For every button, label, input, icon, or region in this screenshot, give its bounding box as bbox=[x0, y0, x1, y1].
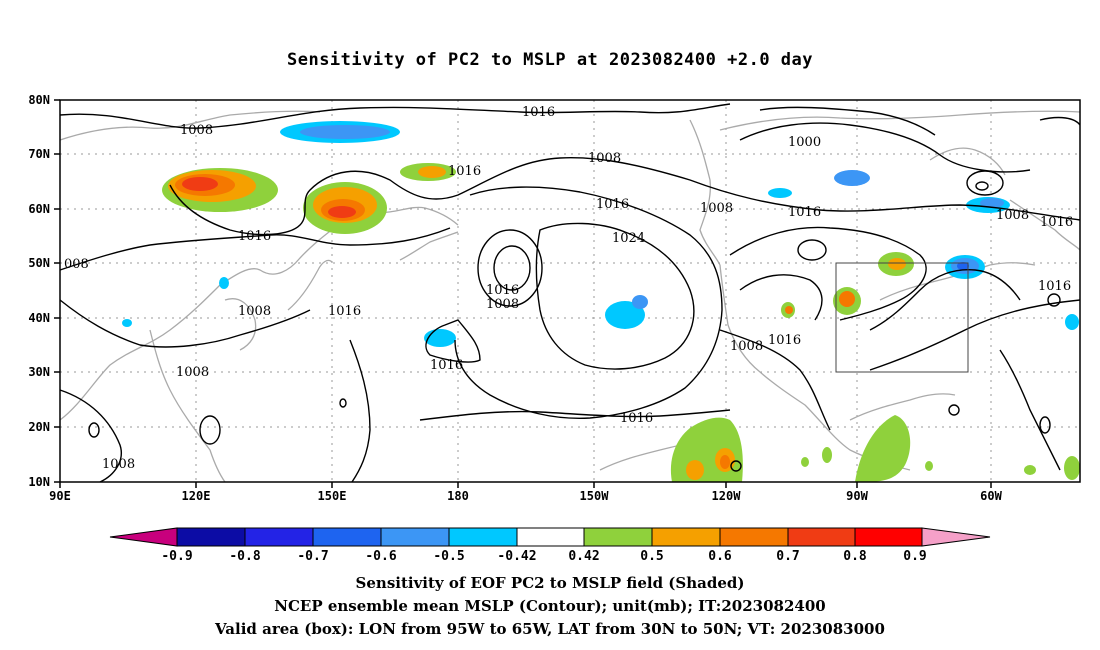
contour-label: 1008 bbox=[700, 201, 733, 216]
contour-label: 1008 bbox=[180, 123, 213, 138]
contour-label: 1016 bbox=[430, 358, 463, 373]
axis-ticks bbox=[54, 99, 992, 488]
colorbar-segment bbox=[651, 527, 721, 547]
lat-label: 80N bbox=[28, 93, 50, 107]
contour-label: 1000 bbox=[788, 135, 821, 150]
map-title: Sensitivity of PC2 to MSLP at 2023082400… bbox=[286, 50, 813, 70]
contour-label: 1016 bbox=[238, 229, 271, 244]
colorbar-segment bbox=[719, 527, 789, 547]
contour-label: 1024 bbox=[612, 231, 645, 246]
colorbar-segment bbox=[787, 527, 856, 547]
contour-label: 008 bbox=[64, 257, 89, 272]
colorbar-label: -0.5 bbox=[433, 549, 464, 564]
lon-label: 60W bbox=[980, 489, 1002, 503]
colorbar-label: 0.7 bbox=[776, 549, 799, 564]
caption-shaded: Sensitivity of EOF PC2 to MSLP field (Sh… bbox=[355, 574, 745, 592]
contour-label: 1008 bbox=[996, 208, 1029, 223]
lon-label: 120W bbox=[712, 489, 742, 503]
lat-label: 10N bbox=[28, 475, 50, 489]
contour-label: 1016 bbox=[788, 205, 821, 220]
contour-label: 1016 bbox=[328, 304, 361, 319]
mslp-contours bbox=[59, 103, 1081, 483]
lat-label: 40N bbox=[28, 311, 50, 325]
lat-label: 50N bbox=[28, 256, 50, 270]
contour-label: 1016 bbox=[620, 411, 653, 426]
contour-label: 1008 bbox=[238, 304, 271, 319]
contour-label: 1016 bbox=[448, 164, 481, 179]
lat-label: 60N bbox=[28, 202, 50, 216]
colorbar-segment bbox=[244, 527, 314, 547]
caption-contour: NCEP ensemble mean MSLP (Contour); unit(… bbox=[274, 597, 826, 615]
colorbar-segment bbox=[583, 527, 653, 547]
caption-valid-area: Valid area (box): LON from 95W to 65W, L… bbox=[215, 620, 885, 638]
contour-label: 1016 bbox=[768, 333, 801, 348]
contour-label: 1016 bbox=[1038, 279, 1071, 294]
contour-label: 1016 bbox=[486, 283, 519, 298]
contour-label: 1016 bbox=[522, 105, 555, 120]
contour-labels: 1008 1016 1008 1016 1016 1008 1000 1016 … bbox=[64, 105, 1073, 472]
valid-area-box bbox=[835, 262, 969, 373]
lat-label: 20N bbox=[28, 420, 50, 434]
coastlines bbox=[59, 110, 1081, 483]
colorbar-segment bbox=[380, 527, 450, 547]
colorbar-right-arrow bbox=[921, 527, 991, 547]
lon-label: 90W bbox=[846, 489, 868, 503]
lon-label: 180 bbox=[447, 489, 469, 503]
contour-label: 1008 bbox=[588, 151, 621, 166]
colorbar bbox=[109, 527, 991, 547]
lon-label: 150E bbox=[318, 489, 347, 503]
contour-label: 1008 bbox=[176, 365, 209, 380]
colorbar-segment bbox=[516, 527, 585, 547]
shaded-sensitivity bbox=[122, 121, 1080, 482]
lon-label: 150W bbox=[580, 489, 610, 503]
colorbar-label: 0.9 bbox=[903, 549, 926, 564]
colorbar-label: -0.7 bbox=[297, 549, 328, 564]
contour-label: 1008 bbox=[730, 339, 763, 354]
colorbar-segment bbox=[312, 527, 382, 547]
contour-label: 1016 bbox=[1040, 215, 1073, 230]
lon-labels: 90E 120E 150E 180 150W 120W 90W 60W bbox=[49, 489, 1002, 503]
colorbar-segment bbox=[854, 527, 923, 547]
colorbar-segment bbox=[176, 527, 246, 547]
colorbar-label: -0.9 bbox=[161, 549, 192, 564]
colorbar-label: -0.42 bbox=[497, 549, 536, 564]
colorbar-label: 0.6 bbox=[708, 549, 732, 564]
colorbar-labels: -0.9 -0.8 -0.7 -0.6 -0.5 -0.42 0.42 0.5 … bbox=[161, 549, 926, 564]
contour-label: 1008 bbox=[486, 297, 519, 312]
lon-label: 90E bbox=[49, 489, 71, 503]
lat-label: 30N bbox=[28, 365, 50, 379]
colorbar-label: 0.42 bbox=[568, 549, 599, 564]
colorbar-label: -0.8 bbox=[229, 549, 260, 564]
plot-frame bbox=[59, 99, 1081, 483]
colorbar-label: 0.5 bbox=[640, 549, 663, 564]
colorbar-segment bbox=[448, 527, 518, 547]
lat-labels: 80N 70N 60N 50N 40N 30N 20N 10N bbox=[28, 93, 50, 489]
colorbar-label: -0.6 bbox=[365, 549, 396, 564]
colorbar-left-arrow bbox=[109, 527, 178, 547]
contour-label: 1016 bbox=[596, 197, 629, 212]
colorbar-label: 0.8 bbox=[843, 549, 867, 564]
lon-label: 120E bbox=[182, 489, 211, 503]
contour-label: 1008 bbox=[102, 457, 135, 472]
lat-label: 70N bbox=[28, 147, 50, 161]
